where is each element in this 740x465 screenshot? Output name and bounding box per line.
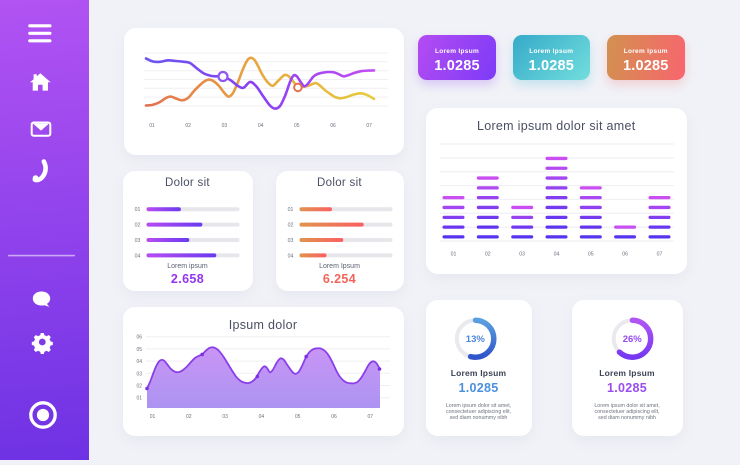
svg-text:02: 02: [136, 383, 142, 389]
svg-text:04: 04: [553, 252, 559, 258]
svg-text:03: 03: [519, 252, 525, 258]
svg-text:03: 03: [287, 238, 293, 244]
svg-text:02: 02: [185, 123, 191, 129]
svg-text:02: 02: [287, 222, 293, 228]
svg-text:01: 01: [149, 123, 155, 129]
svg-text:07: 07: [367, 414, 373, 420]
svg-text:05: 05: [587, 252, 593, 258]
svg-text:03: 03: [222, 414, 228, 420]
svg-text:26%: 26%: [622, 334, 642, 345]
svg-text:04: 04: [258, 123, 264, 129]
svg-text:04: 04: [258, 414, 264, 420]
svg-text:01: 01: [287, 207, 293, 213]
svg-text:05: 05: [294, 123, 300, 129]
svg-text:04: 04: [136, 359, 142, 365]
svg-text:06: 06: [622, 252, 628, 258]
svg-text:06: 06: [330, 123, 336, 129]
svg-text:04: 04: [134, 253, 140, 259]
svg-text:05: 05: [294, 414, 300, 420]
svg-text:06: 06: [331, 414, 337, 420]
svg-text:02: 02: [134, 222, 140, 228]
svg-text:07: 07: [366, 123, 372, 129]
svg-text:01: 01: [149, 414, 155, 420]
svg-text:05: 05: [136, 346, 142, 352]
svg-text:01: 01: [134, 207, 140, 213]
svg-text:06: 06: [136, 334, 142, 340]
svg-text:02: 02: [186, 414, 192, 420]
svg-text:03: 03: [134, 238, 140, 244]
svg-text:13%: 13%: [465, 334, 485, 345]
svg-text:03: 03: [222, 123, 228, 129]
svg-text:03: 03: [136, 371, 142, 377]
svg-text:07: 07: [656, 252, 662, 258]
svg-text:04: 04: [287, 253, 293, 259]
svg-text:01: 01: [450, 252, 456, 258]
svg-text:01: 01: [136, 395, 142, 401]
svg-text:02: 02: [484, 252, 490, 258]
